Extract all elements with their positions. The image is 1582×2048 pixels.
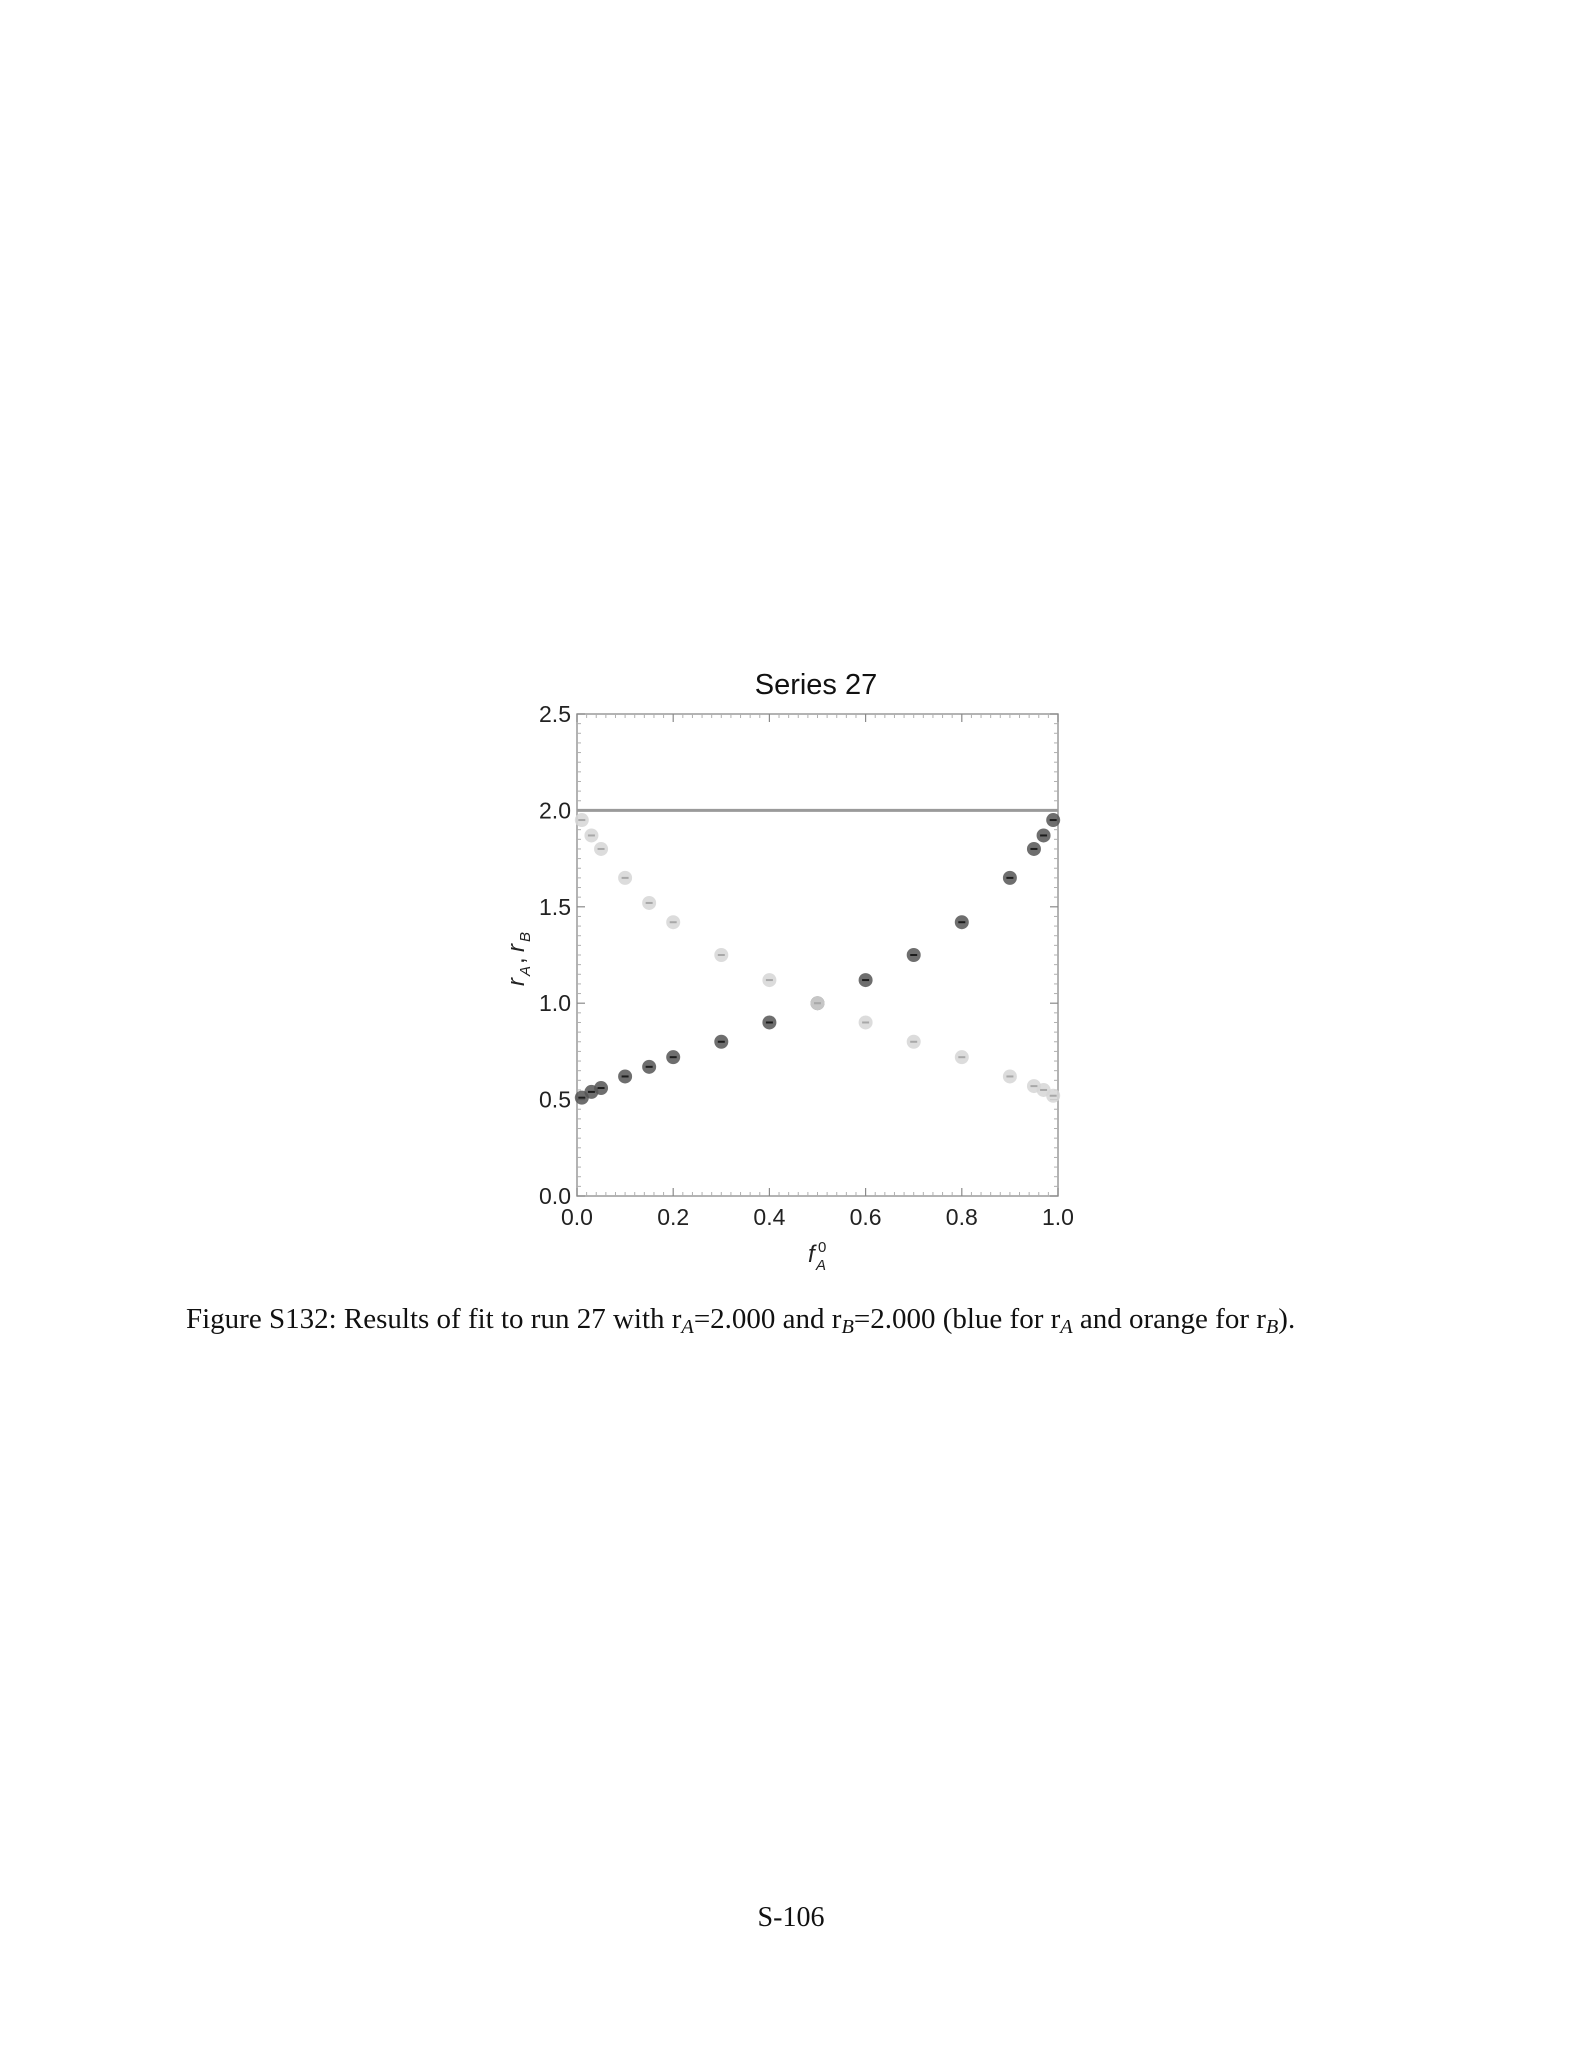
data-point: [642, 1059, 657, 1074]
data-point: [762, 1015, 777, 1030]
x-tick-label: 1.0: [1042, 1204, 1074, 1230]
x-tick-label: 0.4: [753, 1204, 785, 1230]
data-point: [1002, 870, 1017, 885]
data-point: [714, 1034, 729, 1049]
data-point: [1046, 1088, 1061, 1103]
y-axis-label: r A , r B: [503, 932, 534, 986]
data-point: [642, 895, 657, 910]
svg-text:r: r: [503, 943, 530, 952]
data-point: [810, 996, 825, 1011]
caption-text: and orange for r: [1072, 1303, 1266, 1335]
x-tick-label: 0.2: [657, 1204, 689, 1230]
svg-text:A: A: [815, 1257, 826, 1274]
caption-label: Figure S132:: [186, 1303, 337, 1335]
y-tick-label: 2.0: [539, 797, 571, 823]
data-series-2: [574, 813, 1061, 1103]
x-axis-label: f 0 A: [808, 1239, 826, 1274]
caption-text: =2.000 and r: [693, 1303, 842, 1335]
data-point: [618, 1069, 633, 1084]
data-point: [714, 948, 729, 962]
svg-text:,: ,: [503, 957, 530, 964]
y-tick-label: 0.0: [539, 1183, 571, 1209]
plot-frame: [576, 713, 1059, 1197]
x-tick-label: 0.6: [850, 1204, 882, 1230]
caption-subscript: B: [1265, 1316, 1279, 1339]
svg-text:B: B: [517, 932, 534, 942]
major-ticks: [576, 713, 1059, 1197]
caption-text: Results of fit to run 27 with r: [336, 1303, 682, 1335]
series-layer: [574, 813, 1061, 1105]
chart: Series 27 0.0 0.2 0.4 0.6 0.8 1.0 0.0 0.5 1.0 1.…: [503, 669, 1074, 1274]
data-point: [954, 1050, 969, 1065]
chart-title: Series 27: [755, 669, 878, 701]
y-tick-label: 0.5: [539, 1087, 571, 1113]
data-point: [906, 1034, 921, 1049]
data-point: [858, 1015, 873, 1030]
data-point: [594, 1081, 609, 1096]
y-tick-label: 1.0: [539, 990, 571, 1016]
y-tick-label: 1.5: [539, 894, 571, 920]
data-point: [1026, 841, 1041, 856]
x-tick-labels: 0.0 0.2 0.4 0.6 0.8 1.0: [561, 1204, 1074, 1230]
data-point: [954, 915, 969, 930]
data-point: [666, 1050, 681, 1065]
caption-subscript: A: [681, 1316, 694, 1339]
svg-text:r: r: [503, 977, 530, 986]
data-point: [1046, 813, 1061, 828]
data-point: [906, 948, 921, 962]
caption-text: =2.000 (blue for r: [853, 1303, 1061, 1335]
data-point: [584, 828, 599, 843]
svg-text:0: 0: [818, 1239, 826, 1256]
data-point: [1002, 1069, 1017, 1084]
data-point: [666, 915, 681, 930]
data-point: [1036, 828, 1051, 843]
data-point: [858, 973, 873, 988]
data-point: [594, 841, 609, 856]
caption-subscript: A: [1060, 1316, 1073, 1339]
y-tick-labels: 0.0 0.5 1.0 1.5 2.0 2.5: [539, 701, 571, 1209]
x-tick-label: 0.0: [561, 1204, 593, 1230]
svg-text:A: A: [517, 966, 534, 977]
minor-ticks: [577, 714, 1058, 1196]
data-point: [762, 973, 777, 988]
svg-text:f: f: [808, 1241, 817, 1268]
x-tick-label: 0.8: [946, 1204, 978, 1230]
figure-caption: Figure S132: Results of fit to run 27 wi…: [186, 1300, 1396, 1338]
caption-subscript: B: [841, 1316, 854, 1339]
page-number: S-106: [757, 1902, 825, 1933]
data-series-1: [574, 813, 1061, 1105]
data-point: [618, 870, 633, 885]
y-tick-label: 2.5: [539, 701, 571, 727]
data-point: [574, 813, 589, 828]
caption-text: ).: [1278, 1303, 1296, 1335]
